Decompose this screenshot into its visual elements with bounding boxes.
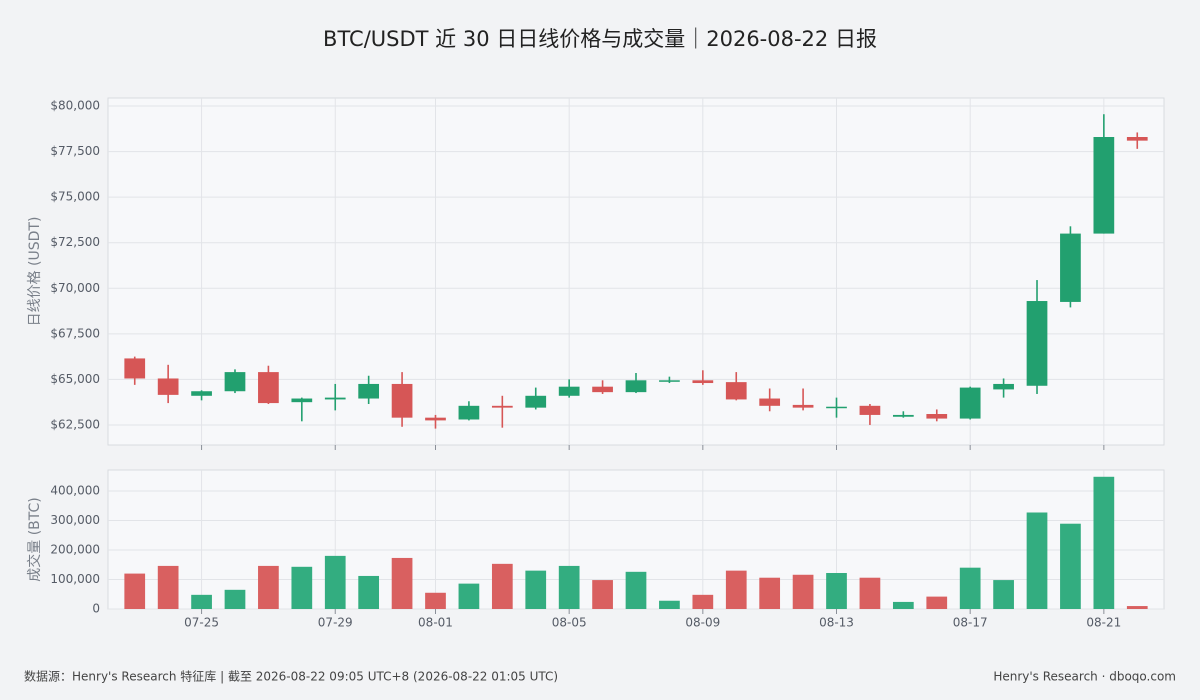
y-tick-label: $77,500 — [50, 144, 100, 158]
volume-bar — [191, 594, 212, 609]
candle-body — [291, 398, 313, 403]
volume-bar — [124, 573, 146, 609]
candle-body — [926, 414, 948, 419]
x-tick-label: 07-25 — [184, 616, 219, 630]
y-tick-label: $62,500 — [50, 417, 100, 431]
candle-body — [826, 406, 847, 409]
volume-bar — [859, 577, 881, 609]
candle-body — [157, 378, 179, 395]
y-tick-label: $67,500 — [50, 326, 100, 340]
volume-bar — [826, 572, 847, 609]
candle-body — [692, 380, 714, 384]
candle-body — [191, 391, 212, 396]
candle-body — [1093, 137, 1115, 234]
candle-body — [859, 405, 881, 415]
volume-bar — [759, 577, 781, 609]
volume-bar — [558, 565, 580, 609]
volume-bar — [1126, 606, 1148, 609]
y-tick-label: 300,000 — [50, 513, 100, 527]
volume-bar — [291, 566, 313, 609]
candle-body — [792, 404, 814, 408]
y-tick-label: 400,000 — [50, 483, 100, 497]
x-tick-label: 08-17 — [953, 616, 988, 630]
y-tick-label: $75,000 — [50, 190, 100, 204]
y-tick-label: $70,000 — [50, 281, 100, 295]
y-tick-label: 100,000 — [50, 572, 100, 586]
volume-bar — [1093, 476, 1115, 609]
volume-bar — [625, 571, 647, 609]
candle-body — [391, 383, 413, 418]
footer-source: 数据源：Henry's Research 特征库 | 截至 2026-08-22… — [24, 669, 558, 684]
candle-body — [1060, 233, 1081, 302]
volume-bar — [892, 601, 914, 609]
candle-body — [458, 405, 480, 420]
x-tick-label: 07-29 — [318, 616, 353, 630]
footer-brand: Henry's Research · dboqo.com — [993, 670, 1176, 684]
y-tick-label: $80,000 — [50, 99, 100, 113]
volume-bar — [391, 557, 413, 609]
volume-bar — [659, 600, 680, 609]
candle-body — [592, 386, 613, 393]
candle-body — [558, 386, 580, 396]
volume-bar — [425, 592, 446, 609]
candle-body — [959, 387, 981, 419]
candle-body — [759, 398, 781, 406]
volume-bar — [458, 583, 480, 609]
candle-body — [725, 382, 747, 400]
volume-bar — [1026, 512, 1048, 609]
candle-body — [124, 358, 146, 379]
y-tick-label: $65,000 — [50, 372, 100, 386]
y-tick-label: 0 — [92, 602, 100, 616]
candle-body — [659, 380, 680, 382]
volume-bar — [525, 570, 547, 609]
volume-bar — [224, 589, 246, 609]
y-axis-label: 成交量 (BTC) — [26, 497, 43, 582]
y-tick-label: 200,000 — [50, 542, 100, 556]
y-axis-label: 日线价格 (USDT) — [27, 217, 43, 327]
candle-body — [224, 372, 246, 392]
x-tick-label: 08-05 — [552, 616, 587, 630]
volume-bar — [792, 574, 814, 609]
chart-title: BTC/USDT 近 30 日日线价格与成交量｜2026-08-22 日报 — [323, 27, 877, 51]
y-tick-label: $72,500 — [50, 235, 100, 249]
candle-body — [358, 383, 380, 399]
candle-body — [491, 405, 513, 408]
candle-body — [1126, 137, 1148, 141]
volume-bar — [959, 567, 981, 609]
candle-body — [324, 397, 346, 400]
x-tick-label: 08-21 — [1086, 616, 1121, 630]
x-tick-label: 08-13 — [819, 616, 854, 630]
volume-bar — [692, 594, 714, 609]
volume-bar — [358, 575, 380, 609]
candle-body — [525, 395, 547, 408]
candle-body — [425, 417, 446, 421]
volume-bar — [491, 563, 513, 609]
volume-bar — [592, 580, 613, 609]
candle-body — [625, 380, 647, 393]
x-tick-label: 08-01 — [418, 616, 453, 630]
candle-body — [892, 414, 914, 417]
volume-bar — [926, 596, 948, 609]
volume-bar — [157, 565, 179, 609]
volume-bar — [258, 565, 279, 609]
volume-bar — [1060, 523, 1081, 609]
candle-body — [993, 383, 1014, 390]
candle-body — [1026, 301, 1048, 386]
volume-bar — [324, 555, 346, 609]
volume-bar — [993, 580, 1014, 609]
x-tick-label: 08-09 — [685, 616, 720, 630]
volume-bar — [725, 570, 747, 609]
candle-body — [258, 372, 279, 404]
